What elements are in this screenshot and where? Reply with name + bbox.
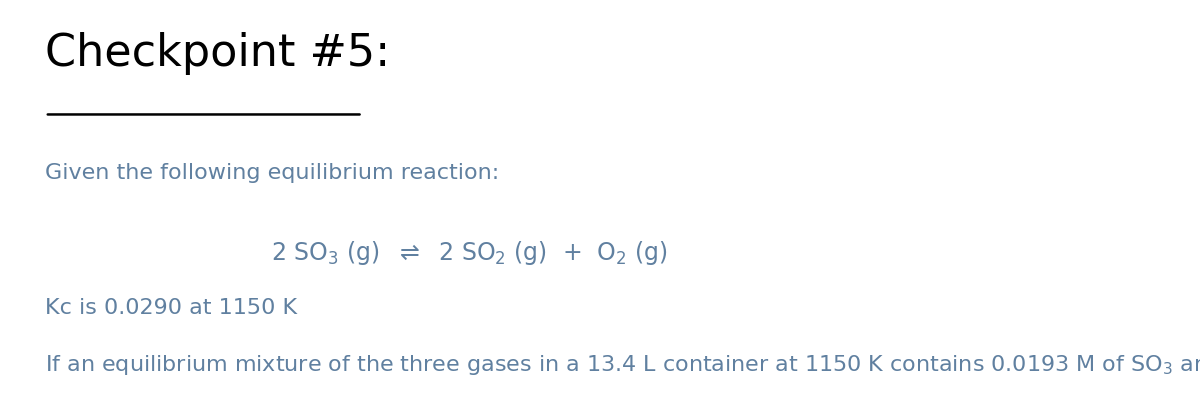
Text: Checkpoint #5:: Checkpoint #5: [44, 32, 390, 75]
Text: Given the following equilibrium reaction:: Given the following equilibrium reaction… [44, 163, 499, 183]
Text: 2 SO$_3$ (g)  $\rightleftharpoons$  2 SO$_2$ (g)  +  O$_2$ (g): 2 SO$_3$ (g) $\rightleftharpoons$ 2 SO$_… [271, 238, 667, 266]
Text: If an equilibrium mixture of the three gases in a 13.4 L container at 1150 K con: If an equilibrium mixture of the three g… [44, 353, 1200, 379]
Text: Kc is 0.0290 at 1150 K: Kc is 0.0290 at 1150 K [44, 298, 298, 318]
